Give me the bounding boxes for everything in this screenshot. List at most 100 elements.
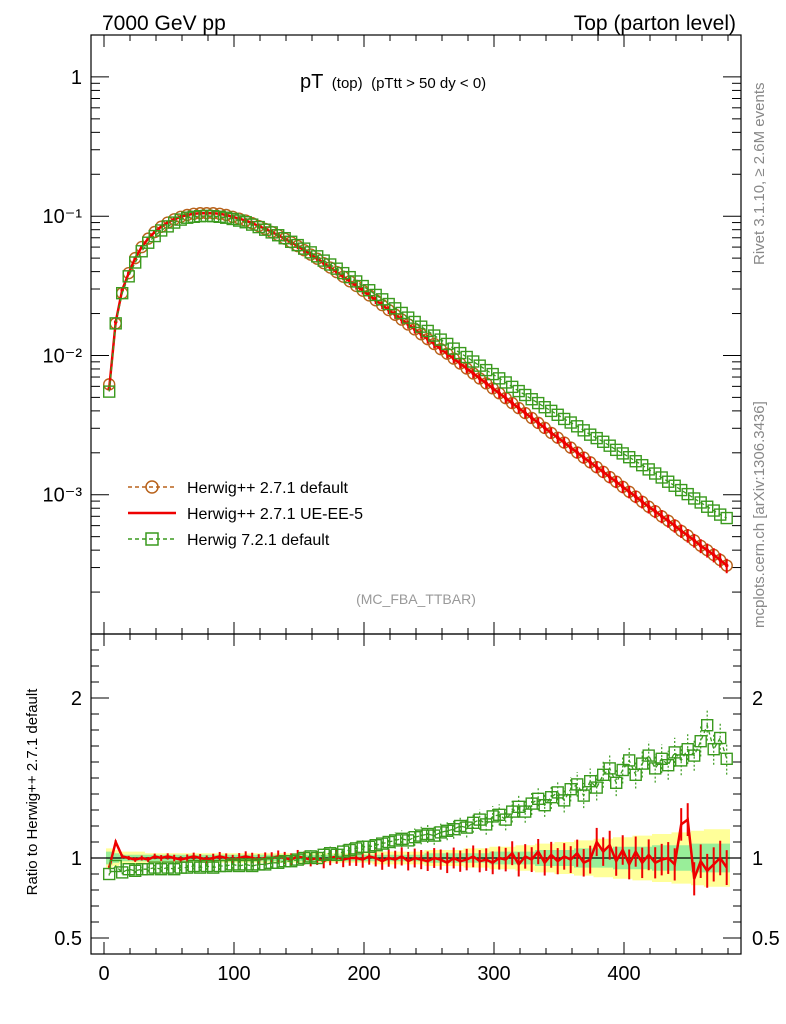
series-2-point <box>109 317 122 330</box>
series-2-point <box>597 435 610 448</box>
series-2-point <box>135 245 148 258</box>
series-2-point <box>115 286 129 300</box>
series-2-point <box>616 447 629 460</box>
series-2-ratio-point <box>219 859 233 873</box>
series-2-point <box>369 288 382 302</box>
legend-entry-herwigpp-ueee5: Herwig++ 2.7.1 UE-EE-5 <box>128 506 363 523</box>
series-2-point <box>122 270 135 283</box>
ratio-panel-frame <box>90 633 742 955</box>
series-2-point <box>193 209 207 223</box>
series-2-point <box>694 496 707 509</box>
series-2-point <box>441 337 454 351</box>
series-2-point <box>128 256 142 269</box>
series-2-point <box>219 211 233 224</box>
series-2-point <box>415 320 428 333</box>
ratio-y-tick-label-right: 1 <box>752 848 763 870</box>
series-2-point <box>551 408 564 421</box>
series-2-ratio-point <box>167 863 181 876</box>
y-tick-label: 10⁻³ <box>43 485 83 507</box>
series-2-point <box>141 236 155 249</box>
series-2-ratio-point <box>154 863 168 876</box>
ratio-y-tick-label-right: 2 <box>752 688 763 710</box>
series-2-ratio-point <box>707 743 720 756</box>
series-2-ratio-point <box>252 858 265 871</box>
ratio-ylabel: Ratio to Herwig++ 2.7.1 default <box>24 688 41 896</box>
series-2-ratio-point <box>441 824 454 837</box>
series-2-ratio-point <box>597 768 610 781</box>
x-tick-label: 0 <box>98 963 109 985</box>
series-2-point <box>421 324 434 338</box>
series-2-ratio-point <box>102 867 116 881</box>
header-right: Top (parton level) <box>574 12 736 35</box>
series-2-point <box>688 492 701 505</box>
series-1-ratio-line <box>107 817 728 880</box>
series-2-ratio-point <box>668 746 681 759</box>
series-2-point <box>356 279 369 293</box>
series-2-ratio-point <box>259 858 272 871</box>
series-2-point <box>311 250 324 263</box>
series-2-point <box>206 209 220 223</box>
series-2-ratio <box>102 709 733 881</box>
series-2-ratio-point <box>434 826 447 839</box>
legend-entry-herwigpp-default: Herwig++ 2.7.1 default <box>128 480 349 497</box>
series-2-point <box>460 350 473 364</box>
series-2-point <box>376 293 389 306</box>
series-2-point <box>558 412 571 426</box>
series-2-line <box>108 215 728 519</box>
plot-title: pT (top) (pTtt > 50 dy < 0) <box>300 71 486 93</box>
series-2-point <box>330 262 343 275</box>
series-2-point <box>447 342 460 355</box>
series-2-point <box>480 363 493 377</box>
series-2-ratio-point <box>408 831 421 844</box>
series-2-point <box>363 284 376 297</box>
series-2-point <box>564 416 577 429</box>
plot-title-main: pT <box>300 71 323 93</box>
series-2-ratio-point <box>265 856 278 869</box>
series-2-point <box>590 431 603 445</box>
series-2-point <box>187 210 200 224</box>
series-2-point <box>473 359 486 372</box>
series-2-ratio-point <box>128 864 142 877</box>
series-2-point <box>454 346 467 360</box>
series-2-ratio-point <box>610 776 623 789</box>
series-2-point <box>291 238 304 252</box>
series-2-point <box>701 500 714 513</box>
series-2-point <box>668 479 681 492</box>
series-2-ratio-point <box>245 859 259 873</box>
series-2-point <box>603 439 616 452</box>
series-2-point <box>324 258 337 271</box>
series-2-point <box>389 302 402 315</box>
series-2-ratio-point <box>226 858 239 871</box>
series-2-point <box>655 471 668 484</box>
series-2-point <box>180 211 194 224</box>
plot-title-sub2: (pTtt > 50 dy < 0) <box>371 75 486 92</box>
series-2-point <box>102 385 116 398</box>
series-2-ratio-point <box>421 827 434 841</box>
tick-labels: 0 100 200 300 400 10⁻³ 10⁻² 10⁻¹ 1 0.5 0.5 1 1 2 2 <box>43 67 780 985</box>
series-2-ratio-point <box>135 863 148 876</box>
y-tick-label: 10⁻² <box>43 345 83 367</box>
ratio-y-tick-label: 0.5 <box>54 928 82 950</box>
series-2-point <box>272 229 285 242</box>
series-2-point <box>486 367 499 381</box>
x-tick-label: 100 <box>217 963 250 985</box>
series-2-point <box>636 458 649 472</box>
series-2-ratio-point <box>206 861 220 874</box>
series-2-ratio-point <box>590 781 603 794</box>
series-2-ratio-point <box>161 861 174 874</box>
series-2-point <box>662 475 675 488</box>
series-marks <box>102 207 733 896</box>
x-tick-label: 200 <box>347 963 380 985</box>
ratio-y-tick-label: 2 <box>71 688 82 710</box>
y-tick-label: 10⁻¹ <box>43 206 83 228</box>
series-2-point <box>265 226 278 239</box>
series-2-point <box>252 220 265 234</box>
series-2-point <box>337 266 350 280</box>
series-2-ratio-point <box>232 859 246 873</box>
series-1-ratio <box>107 803 728 896</box>
series-2-ratio-point <box>141 863 155 876</box>
series-2-ratio-point <box>174 861 187 874</box>
x-tick-label: 300 <box>477 963 510 985</box>
series-2-point <box>532 396 545 410</box>
series-2-ratio-point <box>187 859 200 873</box>
